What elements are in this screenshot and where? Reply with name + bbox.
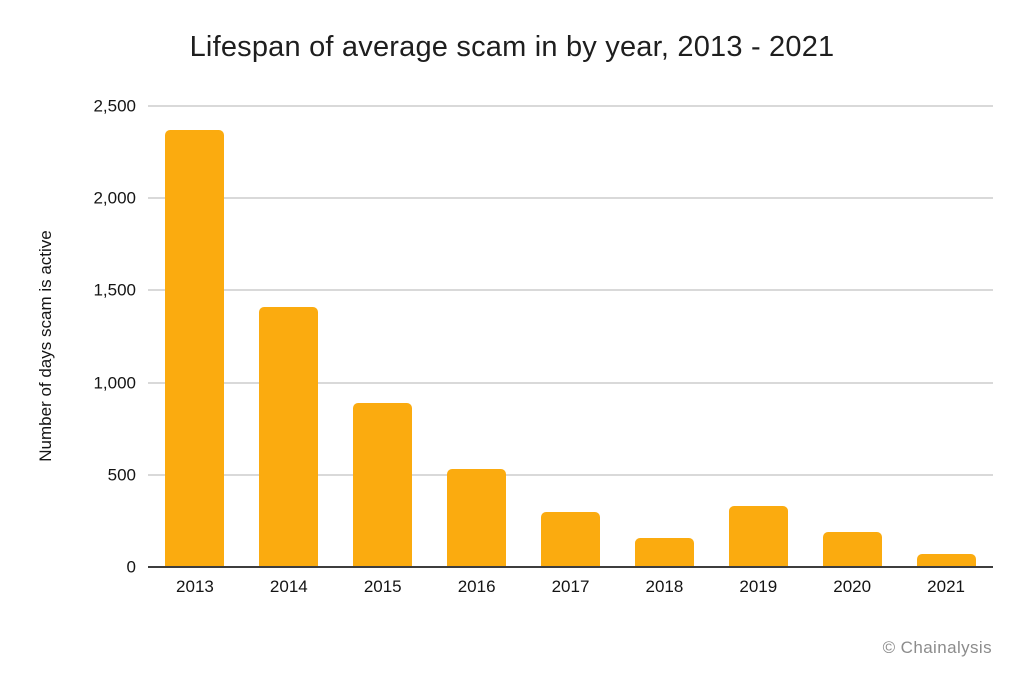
bar-column-2020: 2020 xyxy=(805,106,899,596)
gridline xyxy=(148,473,993,476)
bar-column-2018: 2018 xyxy=(617,106,711,596)
bar-2020 xyxy=(822,531,882,567)
gridline xyxy=(148,381,993,384)
bars-layer: 2013 2014 2015 2016 2017 2018 2019 2020 2021 xyxy=(148,106,993,596)
bar-2018 xyxy=(634,537,694,567)
x-axis-line xyxy=(148,566,993,568)
bar-column-2016: 2016 xyxy=(430,106,524,596)
y-tick-label: 1,500 xyxy=(93,280,136,300)
y-tick-label: 2,000 xyxy=(93,188,136,208)
chart-title: Lifespan of average scam in by year, 201… xyxy=(189,31,835,63)
bar-column-2019: 2019 xyxy=(711,106,805,596)
bar-2019 xyxy=(728,506,788,567)
bar-2013 xyxy=(165,129,225,567)
x-tick-label: 2018 xyxy=(645,577,684,596)
bar-column-2013: 2013 xyxy=(148,106,242,596)
bar-2016 xyxy=(447,469,507,567)
x-tick-label: 2014 xyxy=(269,577,308,596)
bar-column-2014: 2014 xyxy=(242,106,336,596)
bar-column-2017: 2017 xyxy=(524,106,618,596)
bar-2021 xyxy=(916,554,976,567)
y-tick-label: 1,000 xyxy=(93,373,136,393)
bar-2014 xyxy=(259,307,319,567)
x-tick-label: 2019 xyxy=(739,577,778,596)
x-tick-label: 2017 xyxy=(551,577,590,596)
plot-area: 2013 2014 2015 2016 2017 2018 2019 2020 2021 xyxy=(148,105,993,596)
x-tick-label: 2013 xyxy=(176,577,214,596)
y-tick-label: 500 xyxy=(107,465,136,485)
y-tick-label: 0 xyxy=(126,557,136,577)
gridline xyxy=(148,105,993,107)
bar-column-2015: 2015 xyxy=(336,106,430,596)
watermark: © Chainalysis xyxy=(882,638,992,657)
bar-2017 xyxy=(541,511,600,567)
bar-2015 xyxy=(353,402,413,567)
x-tick-label: 2016 xyxy=(457,577,496,596)
bar-column-2021: 2021 xyxy=(899,106,993,596)
gridline xyxy=(148,197,993,200)
x-tick-label: 2015 xyxy=(363,577,402,596)
x-tick-label: 2020 xyxy=(833,577,872,596)
y-axis-tick-labels: 0 500 1,000 1,500 2,000 2,500 xyxy=(0,98,140,576)
x-tick-label: 2021 xyxy=(927,577,965,596)
gridline xyxy=(148,289,993,292)
y-tick-label: 2,500 xyxy=(93,96,136,116)
